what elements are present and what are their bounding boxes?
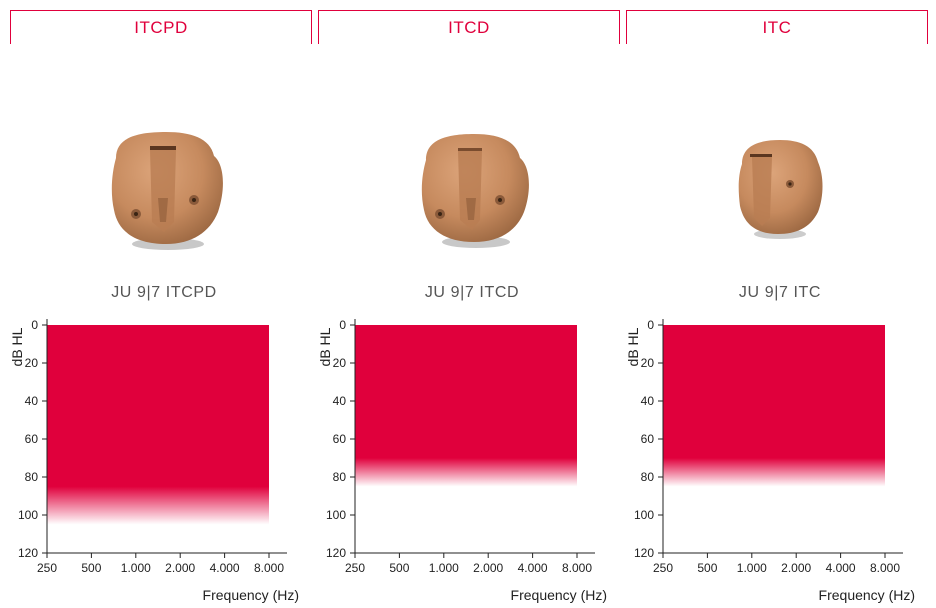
y-tick-label: 100 [18,508,38,522]
column-header-bracket [10,10,312,44]
x-tick-label: 250 [37,561,57,575]
x-tick-label: 500 [389,561,409,575]
x-tick-label: 2.000 [473,561,503,575]
fitting-range-area [663,325,885,458]
column-title: ITC [762,18,792,37]
x-tick-label: 500 [81,561,101,575]
column-header-bracket [626,10,928,44]
y-tick-label: 40 [333,394,347,408]
x-tick-label: 4.000 [210,561,240,575]
x-tick-label: 250 [653,561,673,575]
x-tick-label: 4.000 [826,561,856,575]
y-tick-label: 60 [333,432,347,446]
model-name: JU 9|7 ITC [738,284,822,301]
x-tick-label: 2.000 [781,561,811,575]
y-tick-label: 40 [25,394,39,408]
itc-device-image [738,140,823,239]
x-axis-title: Frequency (Hz) [819,587,915,603]
y-axis-title: dB HL [9,327,25,366]
x-tick-label: 1.000 [429,561,459,575]
fitting-range-fade [355,458,577,487]
y-tick-label: 0 [31,318,38,332]
x-tick-label: 8.000 [870,561,900,575]
x-tick-label: 500 [697,561,717,575]
itcpd-device-image [111,132,223,250]
x-tick-label: 8.000 [254,561,284,575]
fitting-range-area [47,325,269,487]
model-name: JU 9|7 ITCPD [111,284,217,301]
y-tick-label: 0 [339,318,346,332]
product-column-itcpd: ITCPD JU 9|7 ITCPD 0 20 40 60 80 100 120 250 500… [9,0,318,608]
x-tick-label: 250 [345,561,365,575]
itcd-device-image [421,134,529,248]
y-tick-label: 100 [634,508,654,522]
y-tick-label: 120 [634,546,654,560]
fitting-range-fade [663,458,885,487]
y-tick-label: 20 [25,356,39,370]
y-tick-label: 20 [641,356,655,370]
column-header-bracket [318,10,620,44]
x-axis-title: Frequency (Hz) [203,587,299,603]
product-column-itcd: ITCD JU 9|7 ITCD 0 20 40 60 80 100 120 250 500 1.… [317,0,626,608]
y-tick-label: 80 [25,470,39,484]
y-tick-label: 0 [647,318,654,332]
x-tick-label: 8.000 [562,561,592,575]
x-tick-label: 4.000 [518,561,548,575]
y-tick-label: 120 [18,546,38,560]
fitting-range-area [355,325,577,458]
x-tick-label: 2.000 [165,561,195,575]
y-axis-title: dB HL [625,327,641,366]
y-tick-label: 20 [333,356,347,370]
fitting-range-fade [47,486,269,525]
y-tick-label: 60 [25,432,39,446]
model-name: JU 9|7 ITCD [424,284,520,301]
x-tick-label: 1.000 [737,561,767,575]
x-tick-label: 1.000 [121,561,151,575]
y-tick-label: 100 [326,508,346,522]
column-title: ITCPD [134,18,188,37]
x-axis-title: Frequency (Hz) [511,587,607,603]
y-tick-label: 60 [641,432,655,446]
y-tick-label: 120 [326,546,346,560]
column-title: ITCD [448,18,490,37]
y-tick-label: 80 [641,470,655,484]
y-tick-label: 40 [641,394,655,408]
y-axis-title: dB HL [317,327,333,366]
y-tick-label: 80 [333,470,347,484]
product-column-itc: ITC JU 9|7 ITC 0 20 40 60 80 100 120 250 500 1.00… [625,0,934,608]
